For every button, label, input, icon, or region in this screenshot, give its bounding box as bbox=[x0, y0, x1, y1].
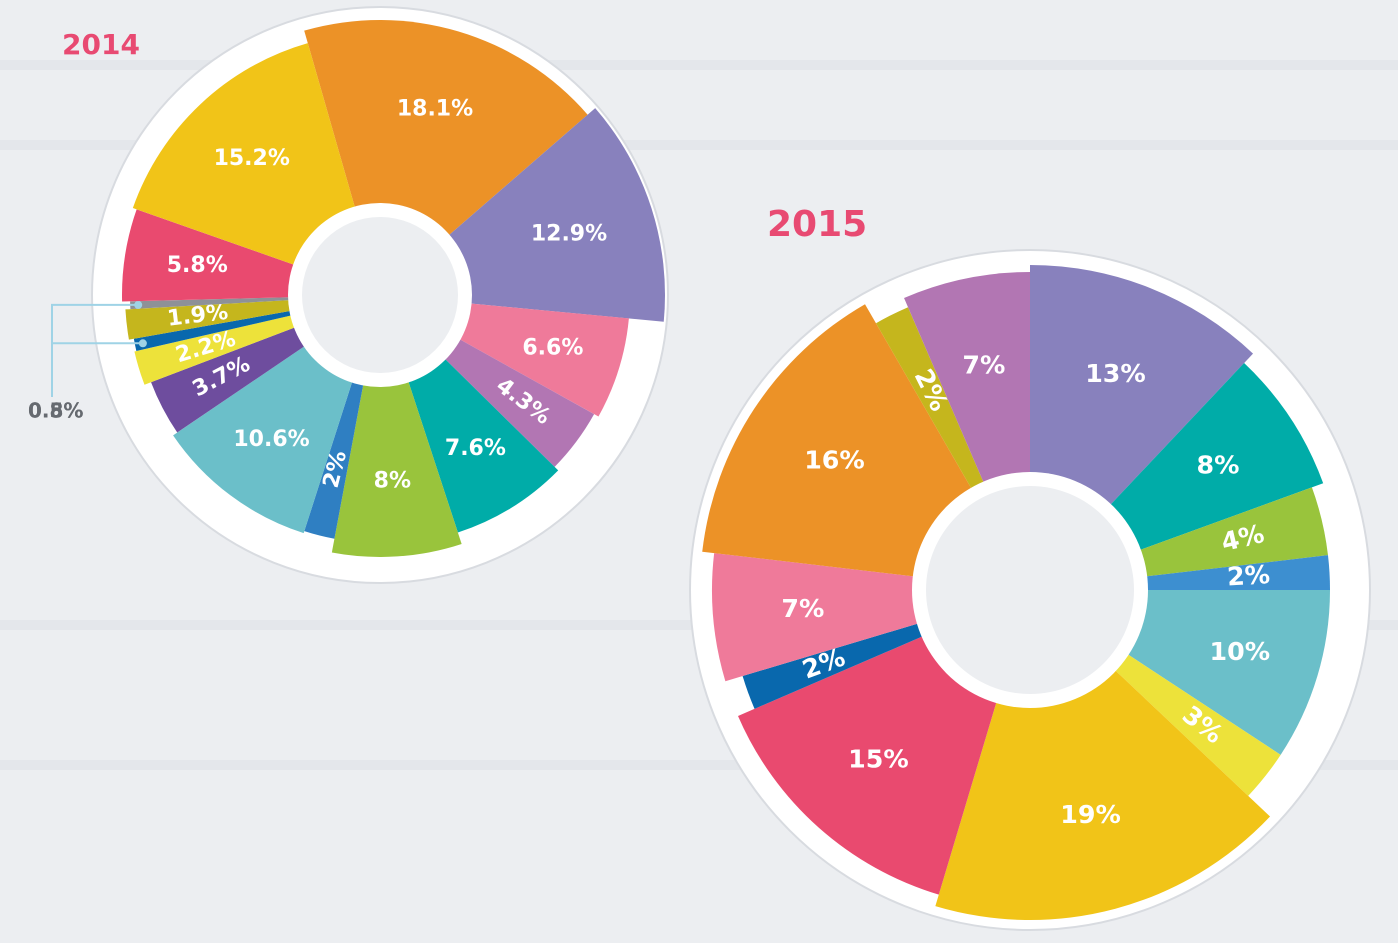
leader-line bbox=[51, 303, 139, 397]
slice-label: 8% bbox=[374, 469, 411, 494]
slice-label: 16% bbox=[804, 445, 865, 474]
slice-label: 7% bbox=[781, 594, 824, 623]
slice-label: 18.1% bbox=[397, 96, 473, 121]
slice-label: 13% bbox=[1085, 359, 1146, 388]
slice-label: 5.8% bbox=[167, 253, 228, 278]
chart-title: 2015 bbox=[767, 204, 867, 245]
pie-slice bbox=[331, 295, 462, 558]
outside-label: 0.8% bbox=[28, 399, 83, 423]
outside-label: 0.5% bbox=[28, 399, 83, 423]
donut-hole-inner bbox=[302, 217, 458, 373]
slice-label: 19% bbox=[1060, 800, 1121, 829]
leader-dot bbox=[138, 339, 147, 348]
slice-label: 15% bbox=[848, 744, 909, 773]
slice-label: 10% bbox=[1210, 637, 1271, 666]
slice-label: 12.9% bbox=[531, 221, 607, 246]
slice-label: 2% bbox=[1226, 560, 1271, 591]
slice-label: 6.6% bbox=[522, 336, 583, 361]
donut-hole-inner bbox=[926, 486, 1134, 694]
slice-label: 7% bbox=[962, 351, 1005, 380]
slice-label: 7.6% bbox=[445, 436, 506, 461]
slice-label: 10.6% bbox=[233, 427, 309, 452]
chart-title: 2014 bbox=[62, 28, 140, 61]
leader-dot bbox=[134, 300, 143, 309]
slice-label: 8% bbox=[1197, 450, 1240, 479]
slice-label: 15.2% bbox=[214, 146, 290, 171]
